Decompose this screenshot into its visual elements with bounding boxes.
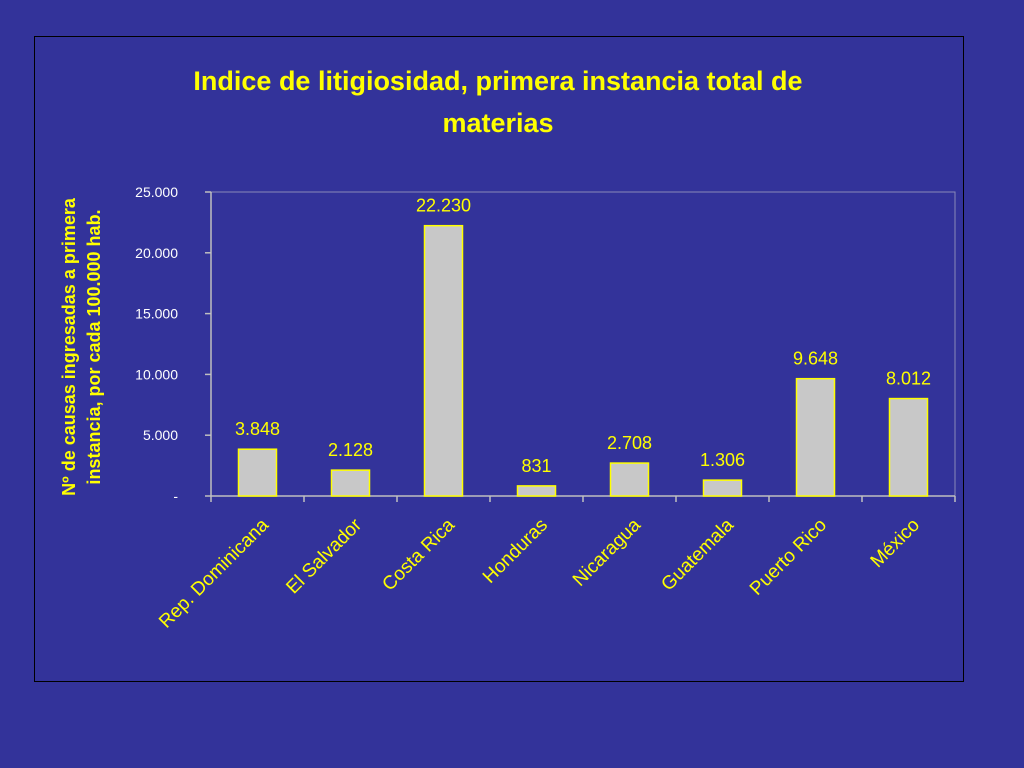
- bar: [516, 485, 557, 497]
- category-label: México: [867, 515, 924, 572]
- y-tick-label: 15.000: [135, 306, 178, 322]
- data-labels: 3.848 2.128 22.230 831 2.708 1.306 9.648 8.012: [235, 196, 931, 476]
- y-tick-label: 20.000: [135, 245, 178, 261]
- data-label: 2.128: [328, 440, 373, 460]
- category-label: Honduras: [479, 515, 552, 588]
- y-axis: - 5.000 10.000 15.000 20.000 25.000: [135, 184, 212, 504]
- bar-chart: Indice de litigiosidad, primera instanci…: [59, 66, 956, 633]
- data-label: 22.230: [416, 196, 471, 216]
- data-label: 1.306: [700, 450, 745, 470]
- bars: [237, 224, 929, 497]
- category-label: Rep. Dominicana: [155, 514, 273, 632]
- y-tick-label: 10.000: [135, 366, 178, 382]
- bar: [423, 224, 464, 497]
- bar: [330, 469, 371, 497]
- y-axis-label-line-1: Nº de causas ingresadas a primera: [59, 197, 79, 496]
- bar: [237, 448, 278, 497]
- x-axis: [210, 495, 956, 502]
- bar: [795, 377, 836, 497]
- category-label: El Salvador: [282, 514, 366, 598]
- data-label: 3.848: [235, 419, 280, 439]
- chart-title-line-1: Indice de litigiosidad, primera instanci…: [193, 66, 802, 96]
- plot-area: [210, 191, 956, 497]
- chart-title: Indice de litigiosidad, primera instanci…: [193, 66, 802, 138]
- chart-title-line-2: materias: [442, 108, 553, 138]
- data-label: 9.648: [793, 349, 838, 369]
- y-tick-label: -: [173, 488, 178, 504]
- category-labels: Rep. Dominicana El Salvador Costa Rica Hond…: [155, 514, 924, 632]
- category-label: Nicaragua: [569, 514, 645, 590]
- y-axis-label: Nº de causas ingresadas a primera instan…: [59, 197, 104, 496]
- bar: [609, 462, 650, 497]
- y-axis-label-line-2: instancia, por cada 100.000 hab.: [84, 209, 104, 484]
- y-tick-label: 5.000: [143, 427, 178, 443]
- data-label: 2.708: [607, 433, 652, 453]
- bar: [702, 479, 743, 497]
- data-label: 8.012: [886, 369, 931, 389]
- category-label: Costa Rica: [378, 514, 459, 595]
- chart-frame: Indice de litigiosidad, primera instanci…: [34, 36, 964, 682]
- category-label: Guatemala: [657, 514, 738, 595]
- data-label: 831: [521, 456, 551, 476]
- bar: [888, 397, 929, 497]
- y-tick-label: 25.000: [135, 184, 178, 200]
- category-label: Puerto Rico: [746, 515, 831, 600]
